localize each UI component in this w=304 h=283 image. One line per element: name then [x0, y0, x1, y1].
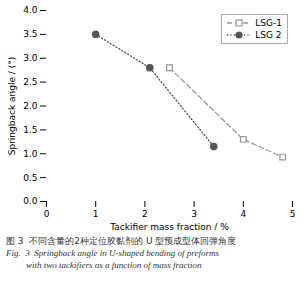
svg-text:1.0: 1.0	[23, 149, 38, 159]
html-text:with two tackifiers as a funct: with two tackifiers as a function of mas…	[26, 260, 202, 270]
svg-text:0.5: 0.5	[23, 173, 37, 183]
html-text:图 3 不同含量的2种定位胶黏剂的 U 型预成型体回弹角度: 图 3 不同含量的2种定位胶黏剂的 U 型预成型体回弹角度	[6, 236, 237, 246]
svg-text:3: 3	[191, 209, 197, 219]
html-text:LSG-1: LSG-1	[255, 18, 282, 28]
svg-text:2.5: 2.5	[23, 77, 37, 87]
svg-text:1.5: 1.5	[23, 125, 37, 135]
svg-text:0.0: 0.0	[23, 196, 38, 206]
svg-text:3.5: 3.5	[23, 29, 37, 39]
svg-text:5: 5	[290, 209, 296, 219]
svg-text:0: 0	[44, 209, 50, 219]
svg-text:2: 2	[142, 209, 148, 219]
svg-text:Tackifier mass fraction / %: Tackifier mass fraction / %	[109, 222, 229, 232]
svg-text:4.0: 4.0	[23, 5, 38, 15]
svg-text:Springback angle / (°): Springback angle / (°)	[7, 57, 17, 156]
svg-text:2.0: 2.0	[23, 101, 38, 111]
svg-text:1: 1	[93, 209, 99, 219]
svg-text:3.0: 3.0	[23, 53, 38, 63]
html-text:LSG 2: LSG 2	[255, 30, 282, 40]
html-text:Fig. 3 Springback angle in U-s: Fig. 3 Springback angle in U-shaped bend…	[6, 248, 219, 258]
svg-text:4: 4	[240, 209, 246, 219]
